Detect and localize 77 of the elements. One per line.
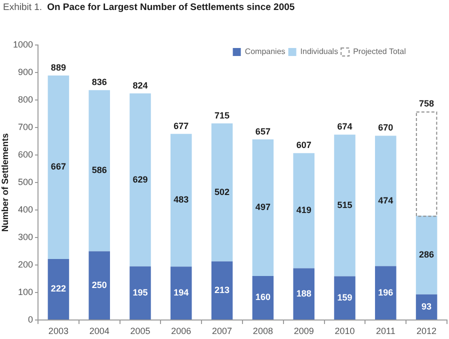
data-label: 515: [337, 200, 352, 210]
total-label: 607: [296, 140, 312, 150]
bar: [48, 258, 70, 320]
y-tick-label: 600: [18, 149, 33, 160]
data-label: 188: [296, 288, 312, 298]
bar: [252, 276, 274, 320]
total-label: 889: [50, 62, 66, 73]
bar: [170, 134, 192, 267]
data-label: 194: [174, 288, 189, 298]
data-label: 502: [214, 186, 230, 197]
bar: [293, 153, 314, 268]
data-label: 497: [255, 202, 270, 212]
x-tick-label: 2007: [212, 326, 232, 336]
total-label: 670: [378, 122, 394, 133]
data-label: 483: [174, 194, 189, 205]
data-label: 160: [255, 292, 270, 302]
data-label: 250: [92, 280, 107, 290]
bar: [416, 216, 438, 294]
chart-title: On Pace for Largest Number of Settlements since 2005: [47, 2, 295, 13]
x-tick-label: 2009: [294, 326, 314, 336]
x-tick-label: 2003: [48, 326, 68, 336]
bar: [293, 268, 314, 320]
x-tick-label: 2012: [416, 326, 437, 336]
total-label: 836: [92, 77, 107, 88]
data-label: 93: [422, 301, 432, 312]
x-tick-label: 2011: [376, 326, 396, 336]
y-tick-label: 300: [18, 232, 33, 242]
data-label: 474: [378, 195, 394, 206]
text: Exhibit 1.: [3, 2, 42, 13]
total-label: 824: [132, 80, 148, 90]
bar: [48, 76, 70, 259]
x-tick-label: 2005: [130, 326, 150, 336]
data-label: 419: [296, 205, 312, 216]
total-label: 657: [255, 126, 270, 136]
x-tick-label: 2008: [252, 326, 273, 336]
total-label: 715: [214, 110, 230, 120]
y-tick-label: 800: [18, 94, 33, 104]
y-tick-label: 500: [18, 176, 33, 187]
bar: [211, 123, 233, 262]
x-tick-label: 2006: [171, 326, 192, 336]
data-label: 586: [92, 165, 107, 176]
x-tick-label: 2010: [334, 326, 355, 336]
bar: [252, 139, 274, 276]
bar: [334, 276, 356, 320]
legend-label: Individuals: [300, 47, 338, 56]
data-label: 629: [132, 174, 148, 184]
y-tick-label: 900: [18, 66, 33, 77]
bar: [88, 251, 110, 320]
y-tick-label: 400: [18, 204, 33, 214]
bar: [170, 266, 192, 320]
bar: [334, 134, 356, 276]
data-label: 196: [378, 287, 394, 298]
data-label: 159: [337, 292, 352, 302]
data-label: 195: [132, 287, 148, 298]
data-label: 286: [419, 250, 434, 260]
data-label: 213: [214, 284, 230, 295]
y-tick-label: 1000: [12, 39, 33, 50]
bar: [211, 261, 233, 320]
y-tick-label: 700: [18, 122, 33, 132]
total-label: 677: [174, 120, 189, 131]
bar: [130, 266, 151, 320]
legend-label: Projected Total: [353, 47, 406, 56]
total-label: 758: [419, 98, 434, 109]
bar: [416, 112, 438, 217]
y-tick-label: 0: [28, 314, 33, 324]
bar: [88, 90, 110, 252]
bar: [130, 93, 151, 266]
x-tick-label: 2004: [89, 326, 110, 336]
y-tick-label: 100: [18, 286, 33, 297]
bar: [375, 266, 396, 320]
bar: [375, 136, 396, 266]
total-label: 674: [337, 122, 352, 132]
legend-label: Companies: [244, 47, 286, 56]
data-label: 667: [50, 162, 66, 172]
y-tick-label: 200: [18, 259, 33, 270]
data-label: 222: [50, 284, 66, 294]
y-axis-title: Number of Settlements: [0, 133, 10, 232]
